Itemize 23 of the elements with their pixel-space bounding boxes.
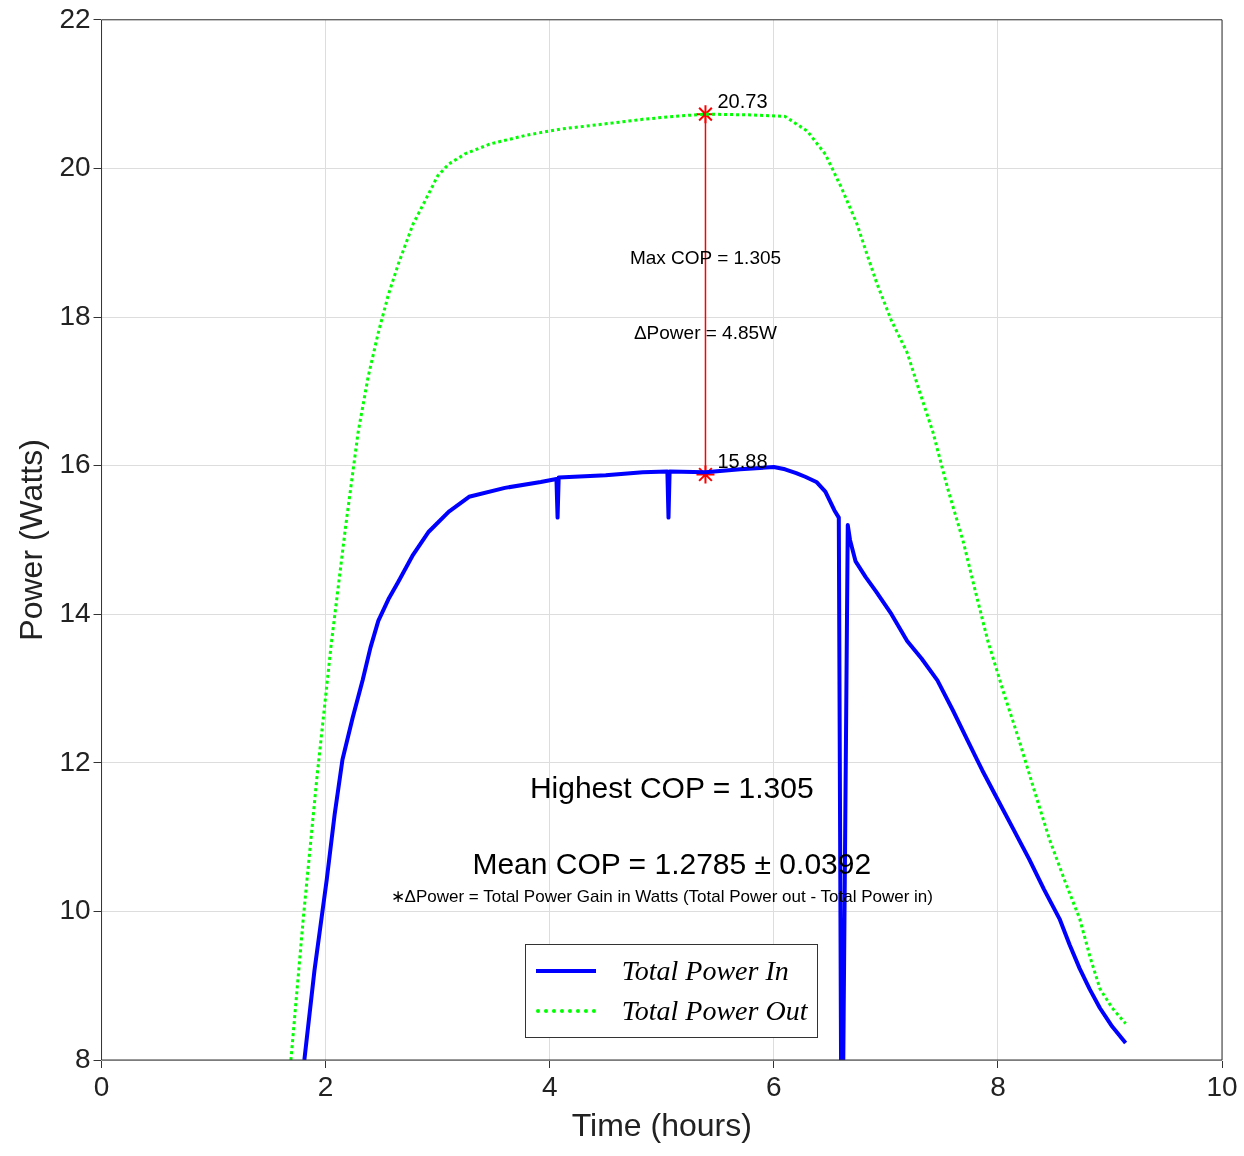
x-tick-label: 8 (990, 1070, 1006, 1102)
legend-label: Total Power Out (621, 995, 808, 1027)
x-tick-label: 4 (541, 1070, 558, 1102)
legend-label: Total Power In (621, 955, 789, 987)
x-axis-title: Time (hours) (571, 1106, 752, 1143)
x-tick-label: 0 (93, 1070, 110, 1102)
y-tick-label: 22 (59, 2, 91, 34)
y-tick-label: 8 (74, 1042, 91, 1074)
x-tick-label: 6 (766, 1070, 782, 1102)
annotation: ΔPower = 4.85W (633, 322, 778, 344)
x-tick-label: 2 (317, 1070, 334, 1102)
y-axis-title: Power (Watts) (13, 439, 50, 641)
data-label: 15.88 (717, 450, 768, 473)
line-series (289, 112, 1128, 1060)
y-tick-label: 18 (59, 299, 91, 331)
y-tick-label: 10 (59, 894, 91, 926)
y-tick-label: 12 (59, 745, 91, 777)
x-tick-label: 10 (1206, 1070, 1238, 1102)
y-tick-label: 20 (59, 151, 91, 183)
annotation: Highest COP = 1.305 (529, 771, 814, 805)
data-label: 20.73 (717, 89, 768, 112)
y-tick-label: 14 (59, 596, 91, 628)
y-tick-label: 16 (59, 448, 91, 480)
